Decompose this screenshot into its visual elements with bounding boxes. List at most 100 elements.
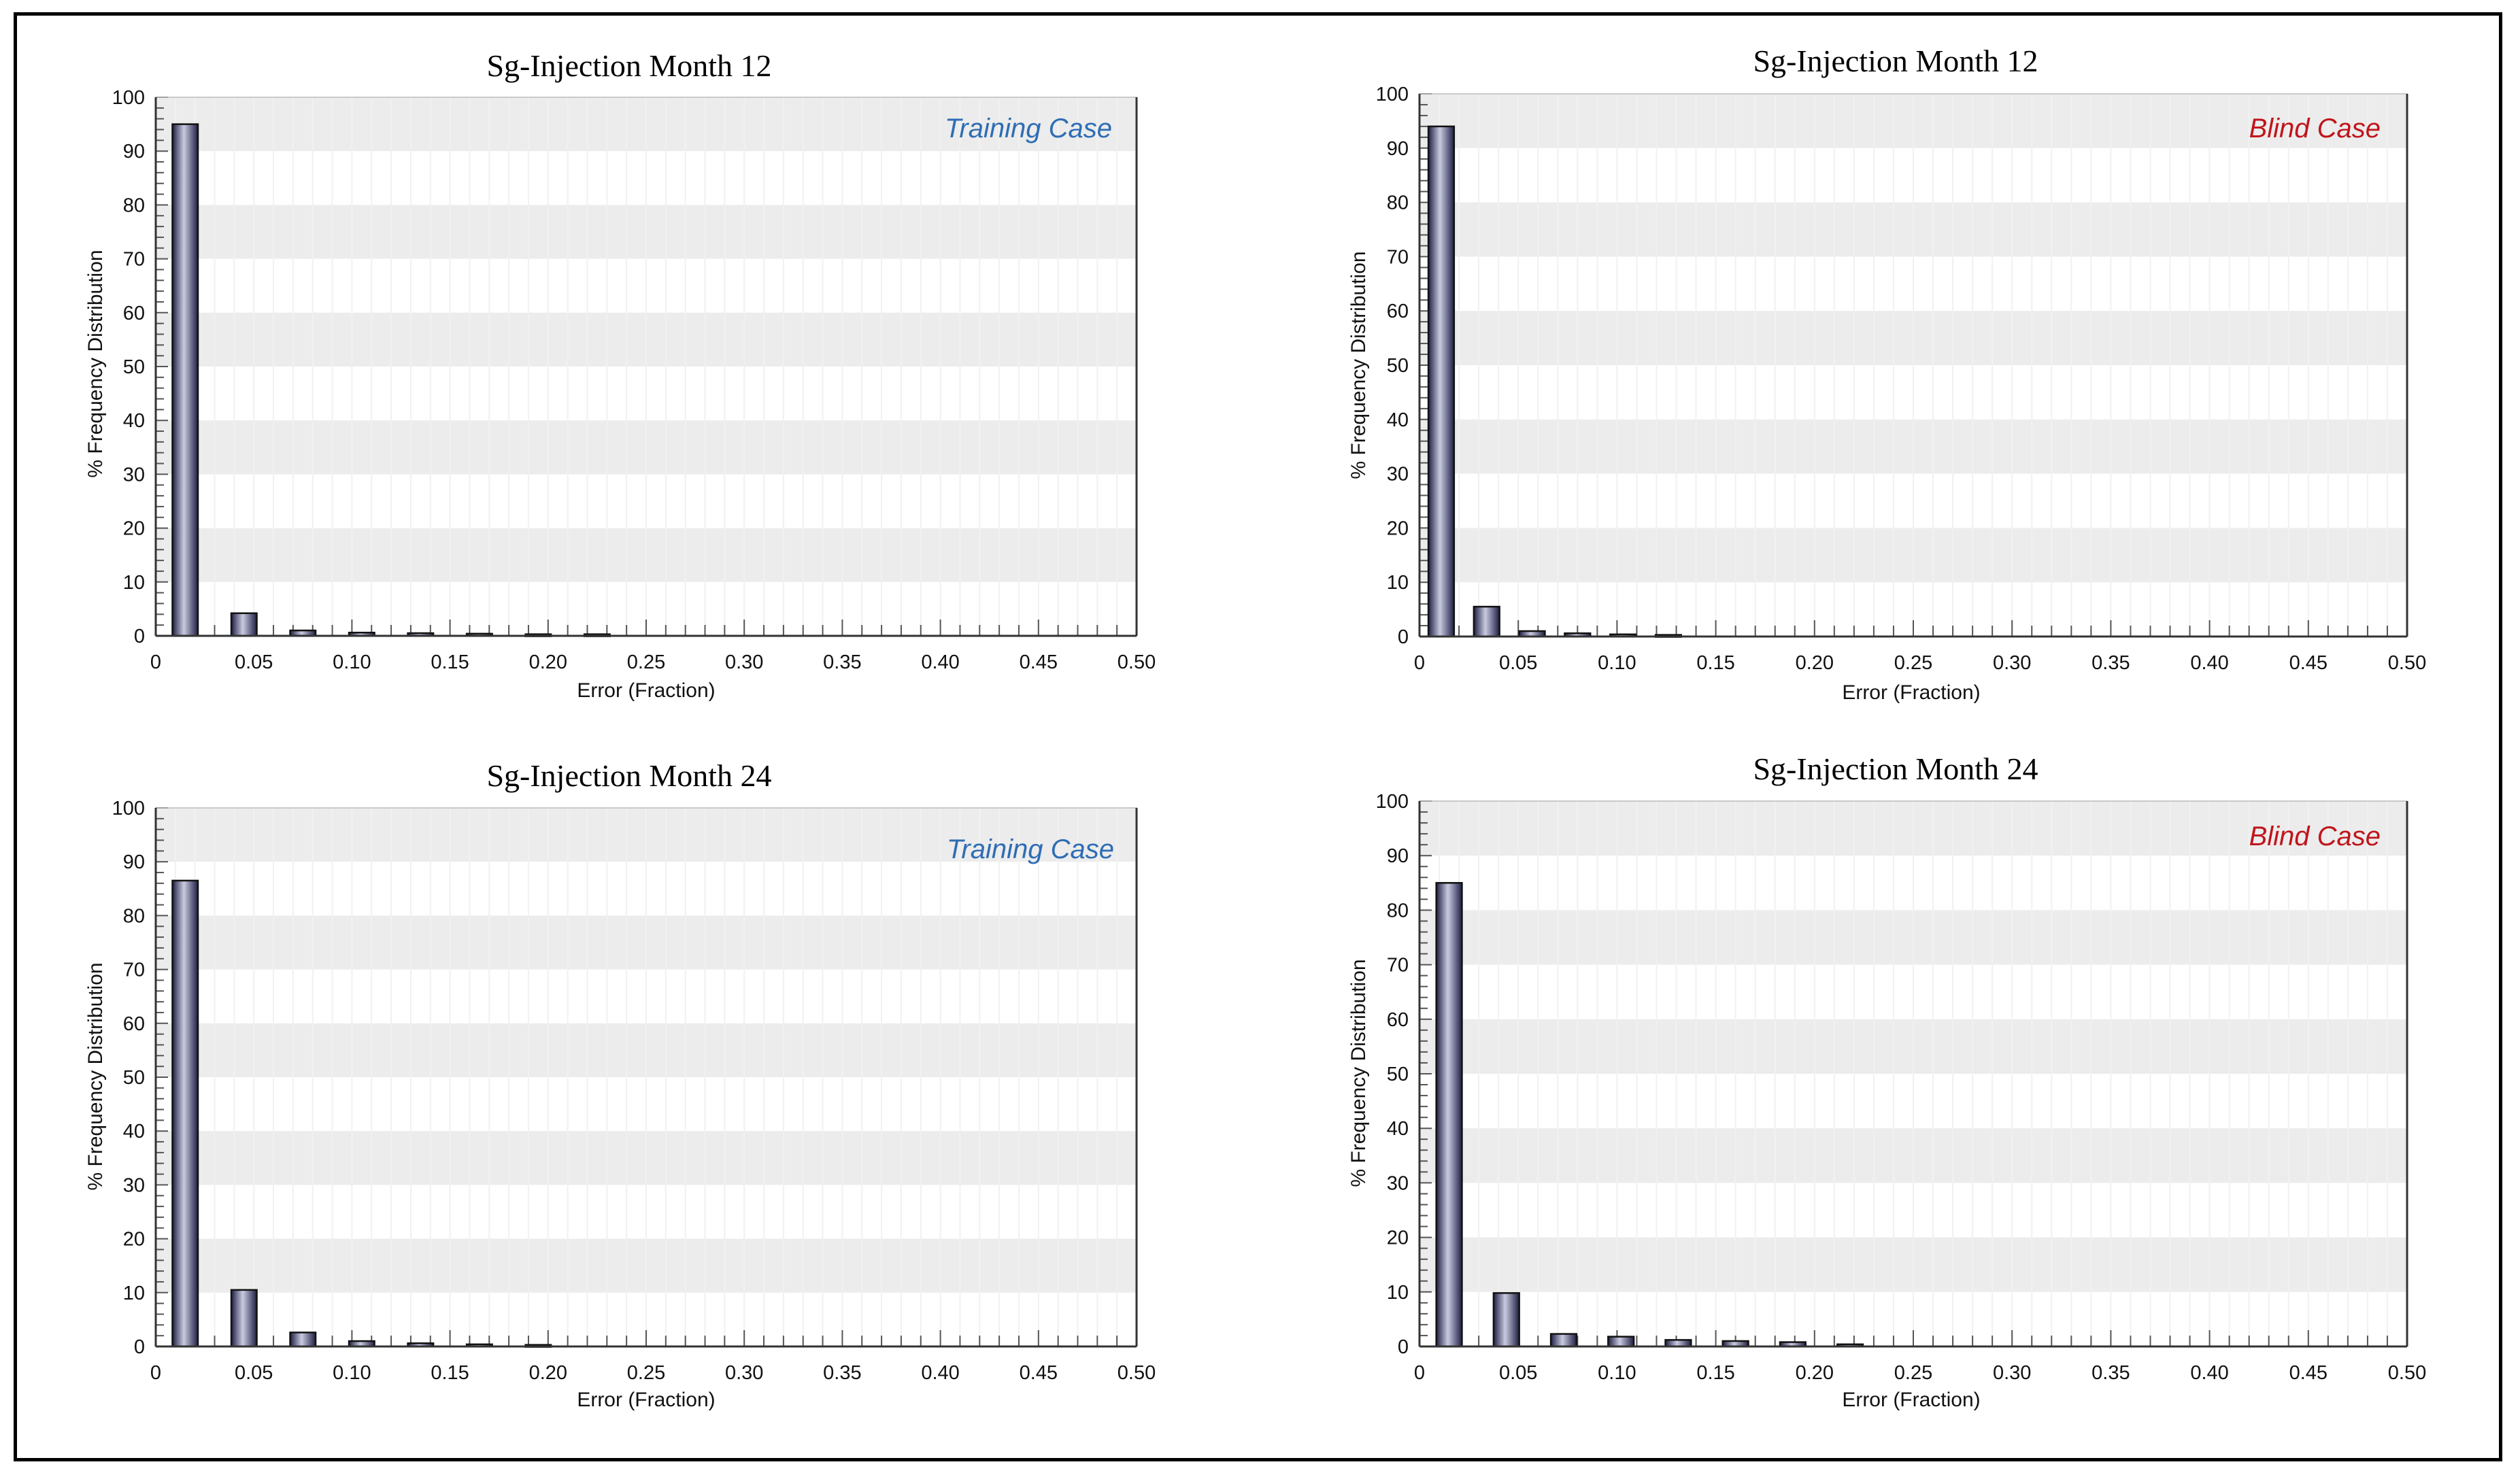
x-tick-label: 0.50: [2388, 652, 2426, 674]
x-tick-label: 0.30: [1993, 652, 2031, 674]
histogram-bar: [1492, 1292, 1520, 1348]
y-tick-label: 10: [123, 1283, 145, 1304]
x-tick-label: 0.10: [333, 651, 371, 673]
y-tick-label: 50: [123, 1067, 145, 1089]
y-tick-label: 30: [123, 464, 145, 486]
y-tick-label: 90: [123, 851, 145, 873]
histogram-bar: [1607, 1336, 1635, 1348]
y-tick-label: 70: [1387, 955, 1409, 977]
y-tick-label: 30: [1387, 464, 1409, 486]
x-axis-label: Error (Fraction): [1842, 681, 1980, 704]
y-tick-label: 50: [123, 356, 145, 378]
histogram-bar: [171, 879, 199, 1348]
histogram-bar: [1473, 605, 1500, 638]
x-tick-label: 0.15: [1696, 652, 1734, 674]
y-tick-label: 100: [1376, 791, 1409, 813]
y-tick-label: 80: [1387, 900, 1409, 921]
x-tick-label: 0.50: [1118, 651, 1156, 673]
x-tick-label: 0.35: [2091, 1362, 2130, 1384]
y-tick-label: 30: [1387, 1172, 1409, 1194]
y-tick-label: 60: [123, 1013, 145, 1035]
x-tick-label: 0.30: [725, 651, 763, 673]
y-tick-label: 50: [1387, 1064, 1409, 1085]
case-annotation: Training Case: [947, 834, 1114, 864]
y-tick-label: 100: [112, 87, 145, 109]
x-tick-label: 0.45: [2289, 1362, 2328, 1384]
y-tick-label: 60: [1387, 301, 1409, 322]
histogram-bar: [230, 612, 258, 637]
chart-panel: 0 10 20 30 40 50 60 70 80 90 100 0 0.05 0.10 0.15 0.20 0…: [1347, 44, 2426, 704]
x-tick-label: 0.20: [529, 651, 567, 673]
y-tick-label: 20: [123, 1229, 145, 1251]
x-tick-label: 0.10: [333, 1362, 371, 1384]
y-tick-label: 80: [123, 905, 145, 927]
y-tick-label: 90: [1387, 845, 1409, 867]
x-tick-label: 0.15: [1696, 1362, 1734, 1384]
x-tick-label: 0.05: [1499, 1362, 1537, 1384]
x-tick-label: 0: [1414, 652, 1425, 674]
histogram-bar: [1435, 882, 1463, 1348]
y-tick-label: 0: [134, 1336, 145, 1358]
y-tick-label: 100: [112, 798, 145, 819]
y-tick-label: 40: [123, 1121, 145, 1142]
x-tick-label: 0.25: [1894, 652, 1932, 674]
case-annotation: Blind Case: [2249, 821, 2381, 851]
y-tick-label: 10: [1387, 1282, 1409, 1304]
y-tick-label: 20: [1387, 1227, 1409, 1249]
histogram-bar: [1427, 125, 1456, 638]
y-tick-label: 10: [1387, 572, 1409, 594]
x-tick-label: 0.40: [2190, 1362, 2228, 1384]
chart-panel: 0 10 20 30 40 50 60 70 80 90 100 0 0.05 0.10 0.15 0.20 0…: [84, 758, 1156, 1411]
x-tick-label: 0: [150, 651, 161, 673]
y-tick-label: 0: [134, 626, 145, 647]
x-tick-label: 0.50: [2388, 1362, 2426, 1384]
x-tick-label: 0.45: [2289, 652, 2328, 674]
x-tick-label: 0.20: [1796, 652, 1834, 674]
y-axis-label: % Frequency Distribution: [1347, 959, 1370, 1187]
x-tick-label: 0.20: [529, 1362, 567, 1384]
case-annotation: Blind Case: [2249, 114, 2381, 143]
y-tick-label: 0: [1398, 626, 1409, 648]
x-tick-label: 0.10: [1598, 1362, 1636, 1384]
y-tick-label: 70: [123, 960, 145, 981]
x-axis-label: Error (Fraction): [1842, 1389, 1980, 1411]
x-tick-label: 0.20: [1796, 1362, 1834, 1384]
x-tick-label: 0.05: [1499, 652, 1537, 674]
chart-title: Sg-Injection Month 12: [1753, 44, 2038, 78]
y-tick-label: 50: [1387, 355, 1409, 377]
chart-panel: 0 10 20 30 40 50 60 70 80 90 100 0 0.05 0.10 0.15 0.20 0…: [1347, 751, 2426, 1411]
x-tick-label: 0.05: [235, 651, 273, 673]
y-tick-label: 40: [123, 410, 145, 432]
y-tick-label: 40: [1387, 1118, 1409, 1140]
x-tick-label: 0.10: [1598, 652, 1636, 674]
x-tick-label: 0.35: [823, 1362, 861, 1384]
histogram-bar: [289, 1332, 317, 1348]
x-tick-label: 0.25: [627, 1362, 665, 1384]
y-tick-label: 0: [1398, 1336, 1409, 1358]
chart-panel: 0 10 20 30 40 50 60 70 80 90 100 0 0.05 0.10 0.15 0.20 0…: [84, 48, 1156, 702]
chart-title: Sg-Injection Month 12: [486, 48, 771, 83]
histogram-bar: [1549, 1333, 1578, 1348]
x-tick-label: 0.40: [2190, 652, 2228, 674]
y-tick-label: 90: [123, 141, 145, 163]
y-tick-label: 70: [1387, 246, 1409, 268]
x-tick-label: 0.15: [431, 1362, 469, 1384]
case-annotation: Training Case: [945, 114, 1112, 143]
x-tick-label: 0.30: [725, 1362, 763, 1384]
y-tick-label: 90: [1387, 138, 1409, 160]
y-tick-label: 10: [123, 572, 145, 594]
y-tick-label: 60: [1387, 1009, 1409, 1031]
x-axis-label: Error (Fraction): [577, 1389, 715, 1411]
y-tick-label: 30: [123, 1174, 145, 1196]
x-tick-label: 0: [1414, 1362, 1425, 1384]
y-tick-label: 80: [1387, 192, 1409, 214]
y-axis-label: % Frequency Distribution: [1347, 251, 1370, 479]
y-tick-label: 70: [123, 249, 145, 271]
x-tick-label: 0.35: [2091, 652, 2130, 674]
y-tick-label: 40: [1387, 409, 1409, 431]
y-axis-label: % Frequency Distribution: [84, 962, 107, 1190]
y-tick-label: 100: [1376, 84, 1409, 105]
x-tick-label: 0.45: [1020, 1362, 1058, 1384]
x-tick-label: 0.40: [921, 651, 959, 673]
